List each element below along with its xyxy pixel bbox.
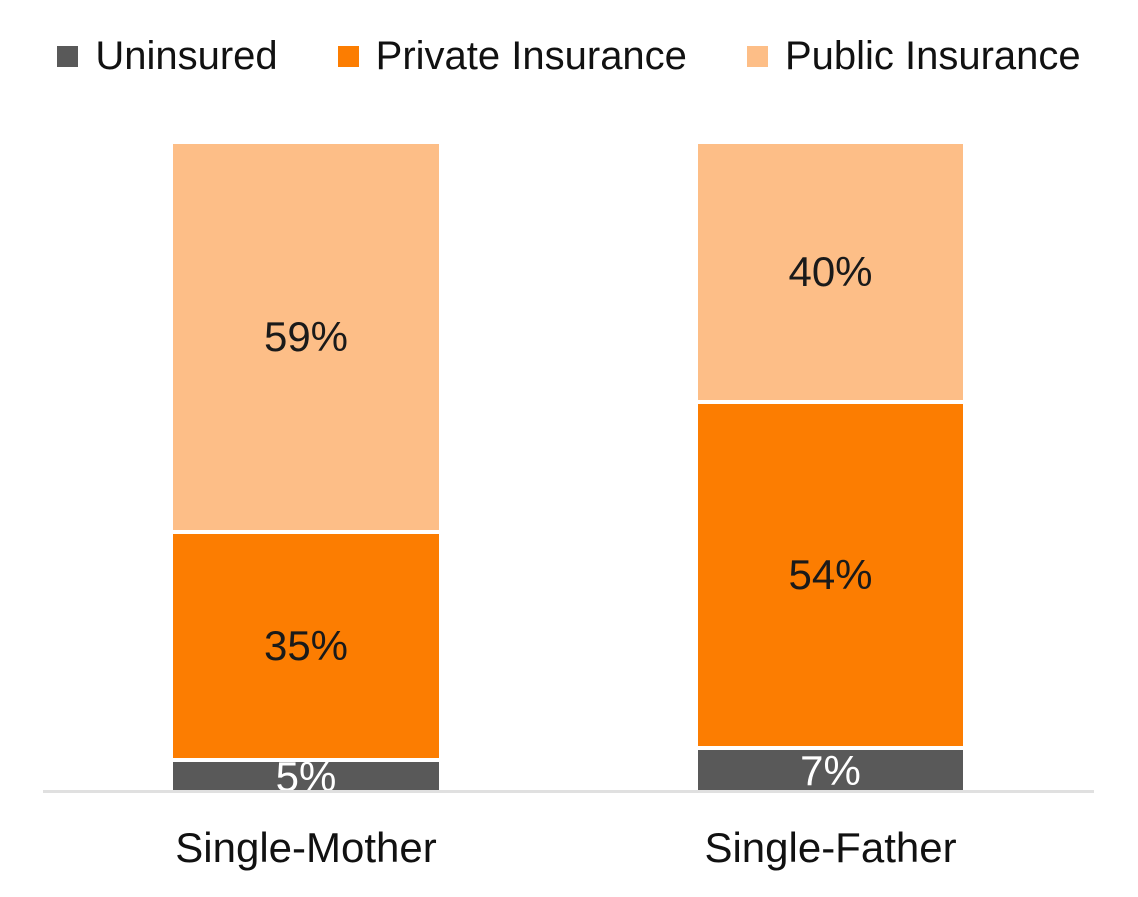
public-insurance-swatch-icon — [746, 45, 768, 67]
data-label: 54% — [788, 551, 873, 599]
data-label: 7% — [800, 746, 861, 794]
legend-item-uninsured: Uninsured — [57, 34, 278, 78]
x-axis-baseline — [43, 790, 1094, 793]
private-insurance-swatch-icon — [337, 45, 359, 67]
data-label: 35% — [263, 621, 349, 669]
data-label: 40% — [788, 248, 873, 296]
legend-label-uninsured: Uninsured — [95, 34, 278, 78]
data-label: 59% — [263, 312, 349, 360]
bar-segment-uninsured: 7% — [698, 746, 963, 791]
bar-segment-public-insurance: 40% — [698, 144, 963, 401]
bar-segment-public-insurance: 59% — [173, 144, 439, 530]
bar-single-mother: 59% 35% 5% — [173, 144, 439, 797]
legend-item-public-insurance: Public Insurance — [746, 34, 1081, 78]
legend-item-private-insurance: Private Insurance — [337, 34, 687, 78]
legend-label-private-insurance: Private Insurance — [375, 34, 687, 78]
bar-segment-private-insurance: 35% — [173, 529, 439, 759]
category-label-single-father: Single-Father — [704, 824, 957, 871]
category-label-single-mother: Single-Mother — [175, 824, 437, 871]
legend-label-public-insurance: Public Insurance — [784, 34, 1081, 78]
uninsured-swatch-icon — [57, 45, 79, 67]
bar-segment-uninsured: 5% — [173, 755, 439, 797]
bar-segment-private-insurance: 54% — [698, 400, 963, 747]
bar-single-father: 40% 54% 7% — [698, 144, 963, 791]
legend: Uninsured Private Insurance Public Insur… — [0, 34, 1138, 78]
